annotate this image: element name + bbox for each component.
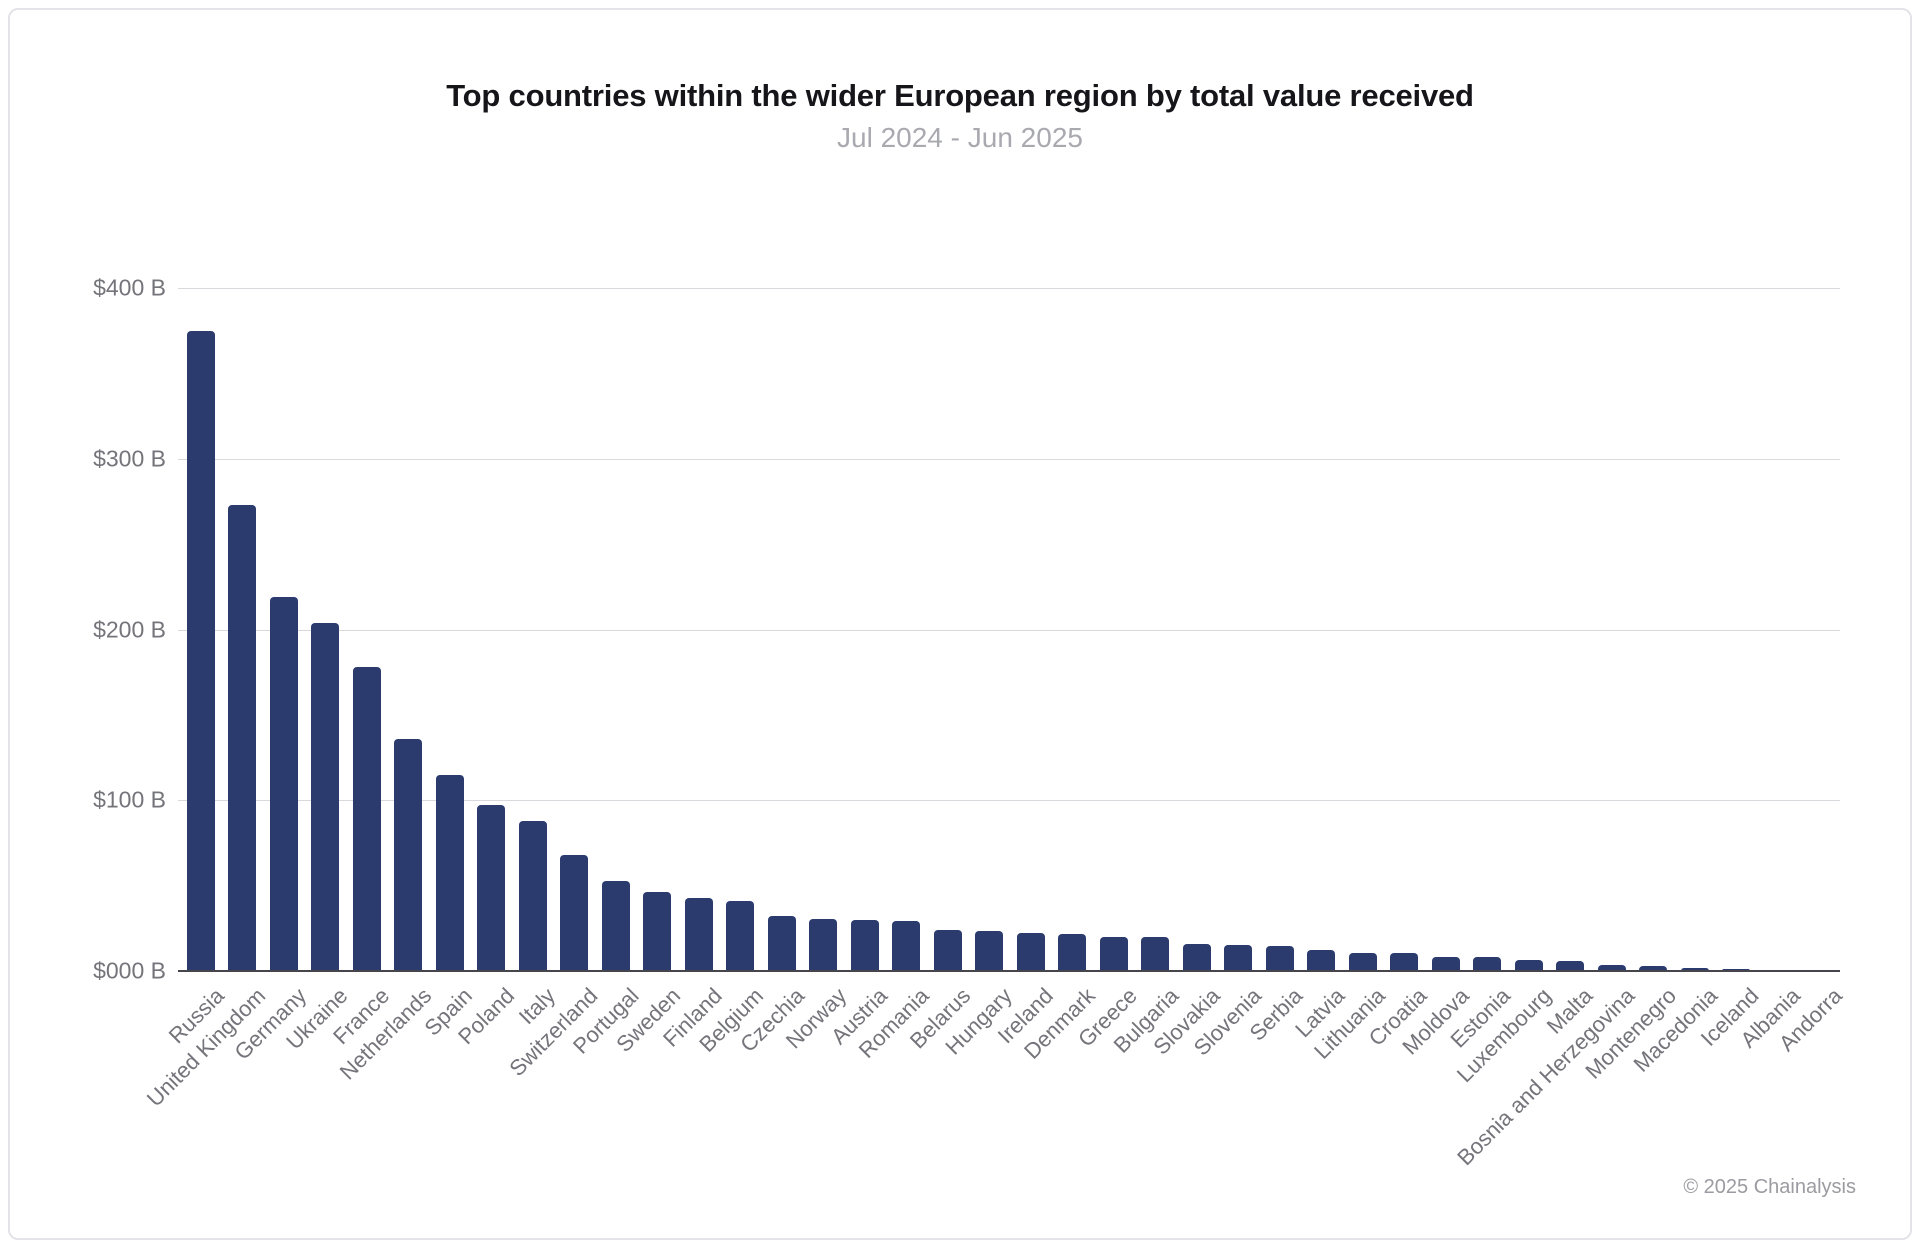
- bar-russia: [186, 330, 215, 971]
- gridline: [178, 629, 1840, 631]
- y-tick-label: $400 B: [93, 274, 166, 301]
- bar-hungary: [975, 930, 1004, 971]
- bar-romania: [892, 921, 921, 971]
- bar-ukraine: [311, 622, 340, 971]
- bar-portugal: [601, 880, 630, 971]
- bar-malta: [1556, 960, 1585, 971]
- bar-united-kingdom: [228, 504, 257, 971]
- bar-moldova: [1431, 957, 1460, 971]
- x-axis-labels: Russia United Kingdom Germany Ukraine France…: [142, 971, 1847, 1221]
- bar-switzerland: [560, 854, 589, 971]
- chart-frame: Top countries within the wider European …: [8, 8, 1912, 1240]
- bar-estonia: [1473, 957, 1502, 971]
- bar-norway: [809, 918, 838, 971]
- bar-germany: [269, 597, 298, 971]
- plot-area: $400 B $300 B $200 B $100 B $000 B Russia Uni…: [93, 275, 1847, 1171]
- bar-belgium: [726, 901, 755, 971]
- bar-slovenia: [1224, 945, 1253, 971]
- bar-poland: [477, 805, 506, 971]
- bar-ireland: [1016, 932, 1045, 971]
- grid-layer: $400 B $300 B $200 B $100 B $000 B: [93, 275, 1840, 984]
- bar-macedonia: [1680, 967, 1709, 971]
- y-tick-label: $000 B: [93, 957, 166, 984]
- copyright-notice: © 2025 Chainalysis: [1683, 1176, 1856, 1198]
- y-tick-label: $300 B: [93, 445, 166, 472]
- bar-lithuania: [1348, 953, 1377, 971]
- bar-serbia: [1265, 945, 1294, 971]
- bar-greece: [1099, 936, 1128, 971]
- y-tick-label: $200 B: [93, 616, 166, 642]
- bar-austria: [850, 919, 879, 971]
- bar-denmark: [1058, 934, 1087, 971]
- bar-france: [352, 667, 381, 971]
- bar-bulgaria: [1141, 936, 1170, 971]
- bar-sweden: [643, 892, 672, 971]
- bar-finland: [684, 898, 713, 971]
- bar-latvia: [1307, 949, 1336, 971]
- y-tick-label: $100 B: [93, 786, 166, 813]
- bars-layer: [180, 288, 1840, 971]
- bar-czechia: [767, 915, 796, 971]
- gridline: [178, 458, 1840, 460]
- gridline: [178, 288, 1840, 289]
- chart-title: Top countries within the wider European …: [446, 78, 1474, 113]
- bar-netherlands: [394, 738, 423, 971]
- gridline: [178, 800, 1840, 802]
- bar-spain: [435, 774, 464, 971]
- x-axis-line: [178, 970, 1840, 972]
- chart-subtitle: Jul 2024 - Jun 2025: [837, 122, 1083, 153]
- bar-bosnia-and-herzegovina: [1597, 965, 1626, 971]
- bar-montenegro: [1639, 965, 1668, 971]
- bar-luxembourg: [1514, 960, 1543, 971]
- bar-croatia: [1390, 953, 1419, 971]
- bar-slovakia: [1182, 943, 1211, 971]
- bar-belarus: [933, 930, 962, 971]
- bar-italy: [518, 820, 547, 971]
